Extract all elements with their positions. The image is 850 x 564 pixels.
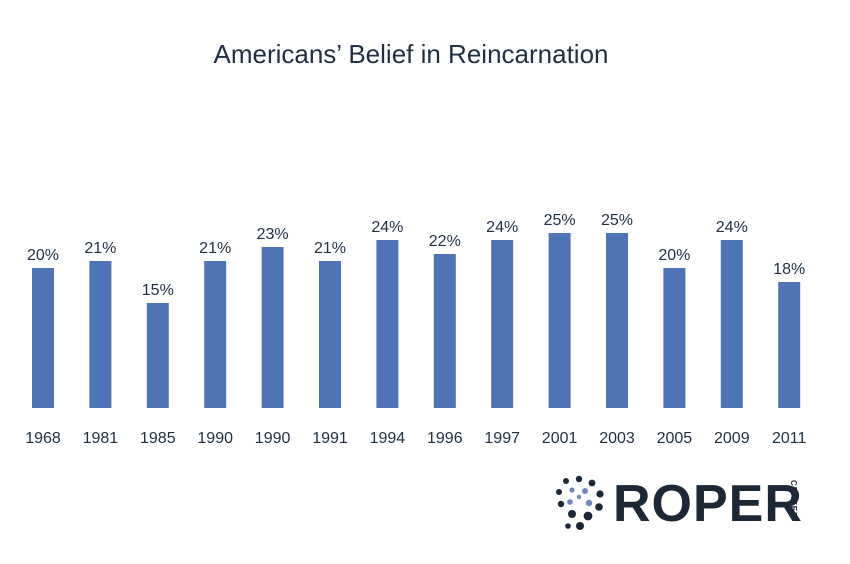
value-label-13: 18% [773, 261, 805, 278]
value-label-5: 21% [314, 240, 346, 257]
x-tick-label-7: 1996 [427, 430, 463, 447]
x-tick-label-6: 1994 [370, 430, 406, 447]
x-tick-label-3: 1990 [197, 430, 233, 447]
bar-4 [261, 247, 284, 408]
bar-7 [433, 254, 456, 408]
value-label-8: 24% [486, 219, 518, 236]
bar-9 [548, 233, 571, 408]
bar-3 [204, 261, 227, 408]
x-tick-label-12: 2009 [714, 430, 750, 447]
value-label-6: 24% [371, 219, 403, 236]
x-tick-label-5: 1991 [312, 430, 348, 447]
chart-title: Americans’ Belief in Reincarnation [213, 39, 608, 69]
bar-6 [376, 240, 399, 408]
value-label-3: 21% [199, 240, 231, 257]
value-label-11: 20% [658, 247, 690, 264]
value-label-12: 24% [716, 219, 748, 236]
bar-1 [89, 261, 112, 408]
bar-2 [146, 303, 169, 408]
value-labels-group: 20% 21% 15% 21% 23% 21% 24% 22% 24% 25% 25% 20% 24% 1… [27, 212, 805, 299]
value-label-0: 20% [27, 247, 59, 264]
bar-5 [319, 261, 341, 408]
value-label-1: 21% [84, 240, 116, 257]
value-label-2: 15% [142, 282, 174, 299]
x-tick-label-0: 1968 [25, 430, 61, 447]
x-tick-label-8: 1997 [484, 430, 520, 447]
value-label-7: 22% [429, 233, 461, 250]
value-label-9: 25% [544, 212, 576, 229]
bar-13 [778, 282, 801, 408]
x-tick-label-4: 1990 [255, 430, 291, 447]
logo-subtext: CENTER [789, 480, 798, 519]
x-tick-labels-group: 1968 1981 1985 1990 1990 1991 1994 1996 1997 2001… [25, 430, 806, 447]
logo-wordmark: ROPER [613, 475, 803, 533]
value-label-10: 25% [601, 212, 633, 229]
x-tick-label-13: 2011 [772, 430, 807, 447]
x-tick-label-9: 2001 [542, 430, 578, 447]
bar-12 [720, 240, 743, 408]
bar-11 [663, 268, 686, 408]
value-label-4: 23% [257, 226, 289, 243]
x-tick-label-10: 2003 [599, 430, 635, 447]
roper-center-logo: ROPER CENTER [552, 474, 812, 534]
x-tick-label-11: 2005 [657, 430, 693, 447]
bar-0 [32, 268, 54, 408]
bar-chart: Americans’ Belief in Reincarnation 20% 21… [25, 39, 806, 447]
bar-10 [606, 233, 628, 408]
roper-dots-icon [556, 475, 604, 530]
x-tick-label-2: 1985 [140, 430, 176, 447]
x-tick-label-1: 1981 [83, 430, 119, 447]
bars-group [32, 233, 801, 408]
bar-8 [491, 240, 514, 408]
